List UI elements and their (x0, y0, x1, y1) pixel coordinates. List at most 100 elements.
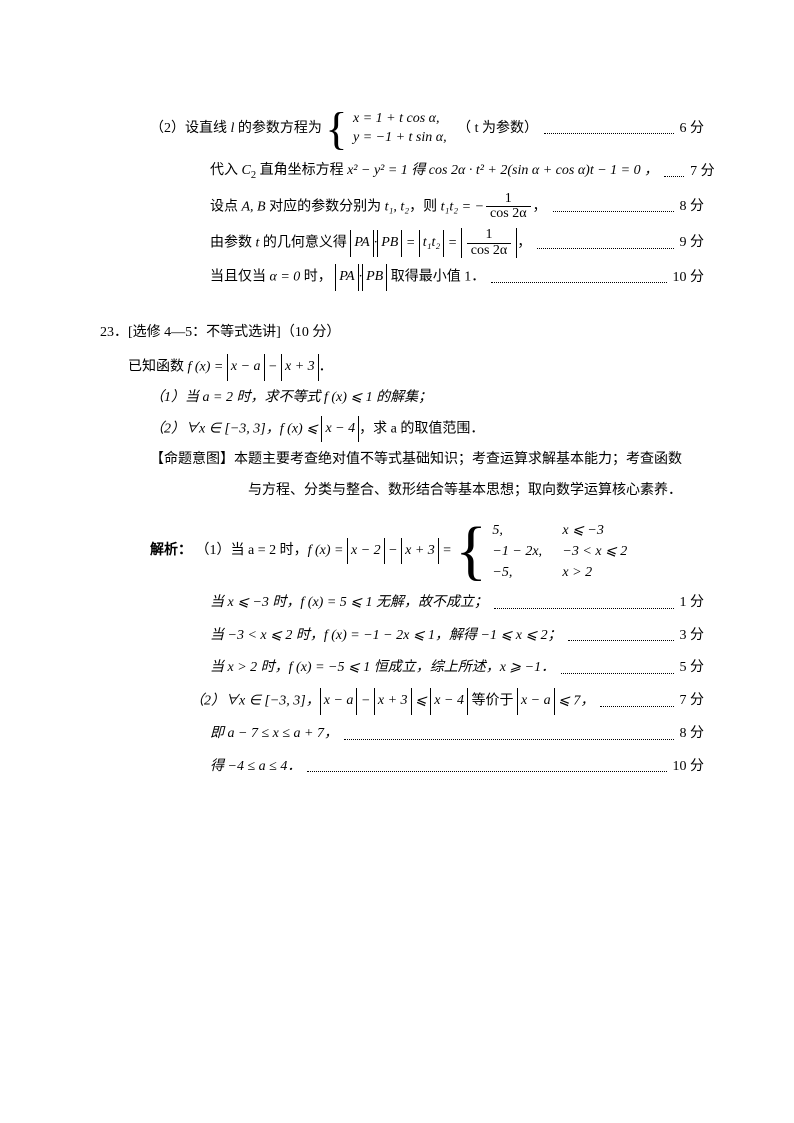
score: 7 分 (680, 688, 705, 715)
p22-s2-line5: 当且仅当 α = 0 时， PA·PB 取得最小值 1． 10 分 (100, 264, 704, 291)
c1r: x ⩽ −3 (562, 523, 603, 538)
text: 已知函数 (128, 360, 188, 375)
c3l: −5, (492, 562, 562, 583)
leader (544, 124, 673, 135)
text: 的几何意义得 (259, 236, 350, 251)
c: C (242, 163, 251, 178)
leader (553, 202, 674, 213)
text: 当 x > 2 时，f (x) = −5 ⩽ 1 恒成立，综上所述，x ⩾ −1… (210, 655, 555, 682)
abs1: x − a (227, 354, 265, 381)
tprod: t₁t₂ = − (441, 199, 484, 214)
q2-end: ，求 a 的取值范围． (359, 421, 484, 436)
abs-t1t2: t₁t₂ (419, 230, 445, 257)
equiv: 等价于 (468, 693, 517, 708)
text: ． (319, 360, 333, 375)
frac-d: cos 2α (467, 244, 512, 259)
p22-s2-line2: 代入 C2 直角坐标方程 x² − y² = 1 得 cos 2α · t² +… (100, 158, 704, 186)
text: （2）设直线 (150, 121, 231, 136)
p23-s1-a: 当 x ⩽ −3 时，f (x) = 5 ⩽ 1 无解，故不成立； 1 分 (100, 590, 704, 617)
abs-b: x + 3 (401, 538, 439, 565)
p23-q1: （1）当 a = 2 时，求不等式 f (x) ⩽ 1 的解集； (100, 385, 704, 412)
text: 设点 (210, 199, 242, 214)
text: 当且仅当 (210, 270, 270, 285)
abs-xa: x − a (320, 688, 358, 715)
p23-s1-piecewise: 解析： （1）当 a = 2 时，f (x) = x − 2 − x + 3 =… (100, 518, 704, 584)
text: ， (517, 236, 531, 251)
p23-title: 23．[选修 4—5：不等式选讲]（10 分） (100, 320, 704, 347)
minus: − (385, 543, 401, 558)
intent-label: 【命题意图】 (150, 452, 234, 467)
text: 得 −4 ≤ a ≤ 4． (210, 754, 301, 781)
score: 1 分 (680, 590, 705, 617)
text: 当 −3 < x ⩽ 2 时，f (x) = −1 − 2x ⩽ 1，解得 −1… (210, 623, 562, 650)
p22-s2-line4: 由参数 t 的几何意义得 PA·PB = t₁t₂ = 1cos 2α， 9 分 (100, 228, 704, 258)
score: 7 分 (690, 159, 715, 186)
p22-s2-line3: 设点 A, B 对应的参数分别为 t₁, t₂，则 t₁t₂ = −1cos 2… (100, 192, 704, 222)
score: 10 分 (673, 265, 705, 292)
le7: ⩽ 7， (555, 693, 595, 708)
sol-label: 解析： (150, 543, 192, 558)
p23-q2: （2）∀x ∈ [−3, 3]，f (x) ⩽ x − 4，求 a 的取值范围． (100, 416, 704, 443)
fx: f (x) = (188, 360, 227, 375)
leader (600, 696, 673, 707)
c1l: 5, (492, 520, 562, 541)
p23-s1-b: 当 −3 < x ⩽ 2 时，f (x) = −1 − 2x ⩽ 1，解得 −1… (100, 623, 704, 650)
piecewise: 5,x ⩽ −3 −1 − 2x,−3 < x ⩽ 2 −5,x > 2 (492, 520, 627, 583)
score: 3 分 (680, 623, 705, 650)
minus: − (357, 693, 373, 708)
p23-given: 已知函数 f (x) = x − a − x + 3． (100, 354, 704, 381)
c3r: x > 2 (562, 565, 592, 580)
param-eqs: x = 1 + t cos α, y = −1 + t sin α, (353, 110, 447, 148)
abs-xa2: x − a (517, 688, 555, 715)
leader (307, 762, 666, 773)
text: 对应的参数分别为 (266, 199, 385, 214)
p23-s2-c: 得 −4 ≤ a ≤ 4． 10 分 (100, 754, 704, 781)
eq-y: y = −1 + t sin α, (353, 129, 447, 148)
left-brace-icon: { (325, 106, 347, 152)
text: ， (533, 199, 547, 214)
score: 8 分 (680, 194, 705, 221)
alpha0: α = 0 (270, 270, 301, 285)
text: （1）当 a = 2 时， (196, 543, 308, 558)
text: （ t 为参数） (457, 121, 538, 136)
abs-pb: PB (362, 264, 387, 291)
leader (568, 631, 674, 642)
c2l: −1 − 2x, (492, 541, 562, 562)
leader (664, 166, 684, 177)
eq-x: x = 1 + t cos α, (353, 110, 447, 129)
abs-x3: x + 3 (374, 688, 412, 715)
eq: = (439, 543, 455, 558)
p22-s2-line1: （2）设直线 l 的参数方程为 { x = 1 + t cos α, y = −… (100, 106, 704, 152)
text: 当 x ⩽ −3 时，f (x) = 5 ⩽ 1 无解，故不成立； (210, 590, 488, 617)
leader (491, 273, 666, 284)
p23-s2-b: 即 a − 7 ≤ x ≤ a + 7， 8 分 (100, 721, 704, 748)
left-brace-icon: { (455, 518, 487, 584)
text: 即 a − 7 ≤ x ≤ a + 7， (210, 721, 338, 748)
q1: （1）当 a = 2 时，求不等式 f (x) ⩽ 1 的解集； (150, 390, 432, 405)
abs-pa: PA (335, 264, 358, 291)
page: （2）设直线 l 的参数方程为 { x = 1 + t cos α, y = −… (0, 0, 794, 846)
leader (537, 238, 673, 249)
fx: f (x) = (308, 543, 347, 558)
leader (494, 598, 674, 609)
text: 取得最小值 1． (387, 270, 485, 285)
q2-abs: x − 4 (321, 416, 359, 443)
leader (344, 729, 674, 740)
abs-a: x − 2 (347, 538, 385, 565)
text: ，则 (409, 199, 441, 214)
abs-pb: PB (377, 230, 402, 257)
text: 代入 (210, 163, 242, 178)
minus: − (265, 360, 281, 375)
p23-s2-a: （2）∀x ∈ [−3, 3]，x − a − x + 3 ⩽ x − 4 等价… (100, 688, 704, 715)
t12: t₁, t₂ (385, 199, 410, 214)
q2-pre: （2）∀x ∈ [−3, 3]， (150, 421, 280, 436)
le: ⩽ (412, 693, 431, 708)
frac-d: cos 2α (486, 207, 531, 222)
intent1: 本题主要考查绝对值不等式基础知识；考查运算求解基本能力；考查函数 (234, 452, 682, 467)
score: 10 分 (673, 754, 705, 781)
text: 的参数方程为 (234, 121, 325, 136)
pre: （2）∀x ∈ [−3, 3]， (190, 693, 320, 708)
eq: = (402, 236, 418, 251)
eq2: = (444, 236, 460, 251)
score: 9 分 (680, 230, 705, 257)
